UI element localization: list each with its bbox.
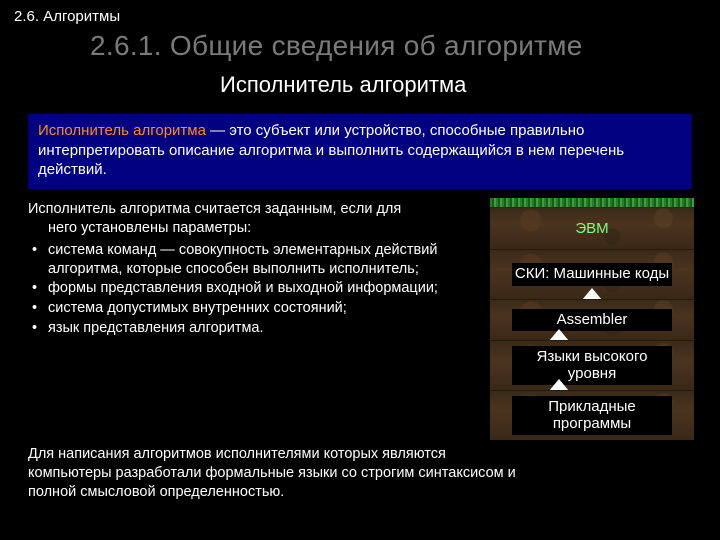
grass-strip	[490, 198, 694, 208]
page-subtitle: Исполнитель алгоритма	[220, 72, 466, 98]
layer-top: ЭВМ	[490, 208, 694, 249]
footnote: Для написания алгоритмов исполнителями к…	[28, 445, 528, 502]
layer-stack: ЭВМ СКИ: Машинные коды Assembler Языки в…	[490, 198, 694, 440]
layer-ski: СКИ: Машинные коды	[490, 249, 694, 299]
list-item: формы представления входной и выходной и…	[28, 279, 448, 298]
params-block: Исполнитель алгоритма считается заданным…	[28, 200, 448, 339]
list-item: язык представления алгоритма.	[28, 319, 448, 338]
list-item: система команд — совокупность элементарн…	[28, 241, 448, 279]
stack-layer-label: СКИ: Машинные коды	[512, 263, 672, 285]
stack-layer-label: Прикладные программы	[512, 396, 672, 436]
params-lead: Исполнитель алгоритма считается заданным…	[28, 200, 448, 238]
layer-hl: Языки высокого уровня	[490, 340, 694, 390]
definition-term: Исполнитель алгоритма	[38, 122, 206, 139]
definition-box: Исполнитель алгоритма — это субъект или …	[28, 114, 692, 189]
stack-layer-label: Языки высокого уровня	[512, 346, 672, 386]
list-item: система допустимых внутренних состояний;	[28, 299, 448, 318]
breadcrumb: 2.6. Алгоритмы	[14, 8, 120, 25]
params-list: система команд — совокупность элементарн…	[28, 241, 448, 338]
params-lead-line1: Исполнитель алгоритма считается заданным…	[28, 201, 401, 217]
page-title: 2.6.1. Общие сведения об алгоритме	[90, 30, 583, 62]
layer-asm: Assembler	[490, 299, 694, 340]
params-lead-line2: него установлены параметры:	[28, 219, 448, 238]
layer-apps: Прикладные программы	[490, 390, 694, 440]
stack-top-label: ЭВМ	[575, 220, 608, 237]
stack-layer-label: Assembler	[512, 309, 672, 331]
